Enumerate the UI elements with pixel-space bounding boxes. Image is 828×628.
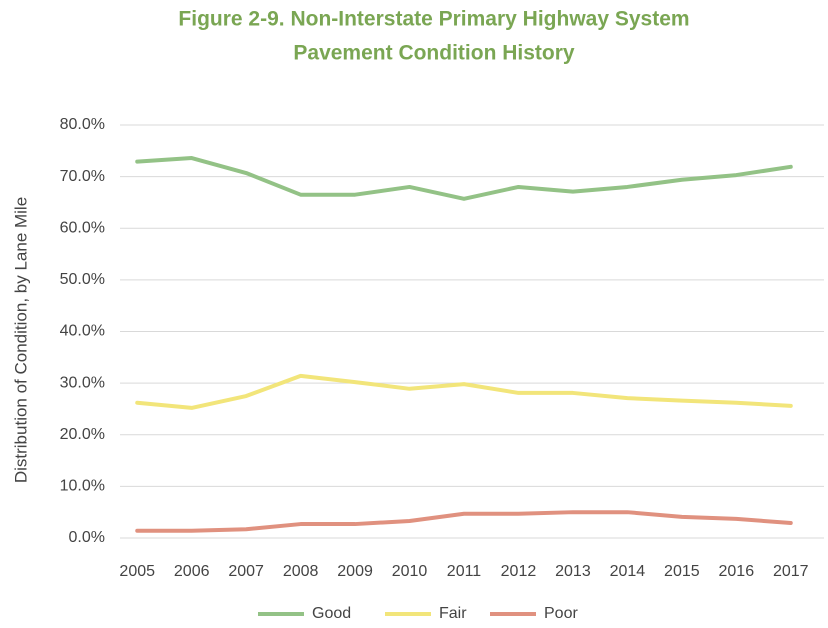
legend-label: Fair: [439, 605, 467, 622]
x-tick-label: 2010: [392, 563, 428, 580]
x-tick-label: 2014: [610, 563, 646, 580]
y-tick-label: 10.0%: [60, 478, 105, 495]
y-tick-label: 70.0%: [60, 168, 105, 185]
legend-label: Poor: [544, 605, 578, 622]
y-tick-label: 20.0%: [60, 426, 105, 443]
chart-title: Figure 2-9. Non-Interstate Primary Highw…: [178, 8, 689, 31]
x-tick-label: 2015: [664, 563, 700, 580]
y-tick-label: 40.0%: [60, 323, 105, 340]
x-tick-label: 2008: [283, 563, 319, 580]
x-tick-label: 2006: [174, 563, 210, 580]
x-tick-label: 2007: [228, 563, 264, 580]
x-tick-label: 2009: [337, 563, 373, 580]
series-line: [135, 510, 793, 533]
series-line: [135, 373, 793, 410]
x-tick-label: 2013: [555, 563, 591, 580]
y-tick-label: 50.0%: [60, 271, 105, 288]
chart-title: Pavement Condition History: [293, 42, 575, 65]
y-tick-label: 30.0%: [60, 374, 105, 391]
y-tick-label: 60.0%: [60, 219, 105, 236]
x-tick-label: 2011: [447, 563, 482, 580]
y-axis-label: Distribution of Condition, by Lane Mile: [11, 197, 30, 483]
legend-label: Good: [312, 605, 351, 622]
x-tick-label: 2012: [501, 563, 537, 580]
series-line: [135, 156, 793, 201]
x-tick-label: 2005: [119, 563, 155, 580]
y-tick-label: 80.0%: [60, 116, 105, 133]
x-tick-label: 2017: [773, 563, 809, 580]
x-tick-label: 2016: [719, 563, 755, 580]
y-tick-label: 0.0%: [69, 529, 105, 546]
